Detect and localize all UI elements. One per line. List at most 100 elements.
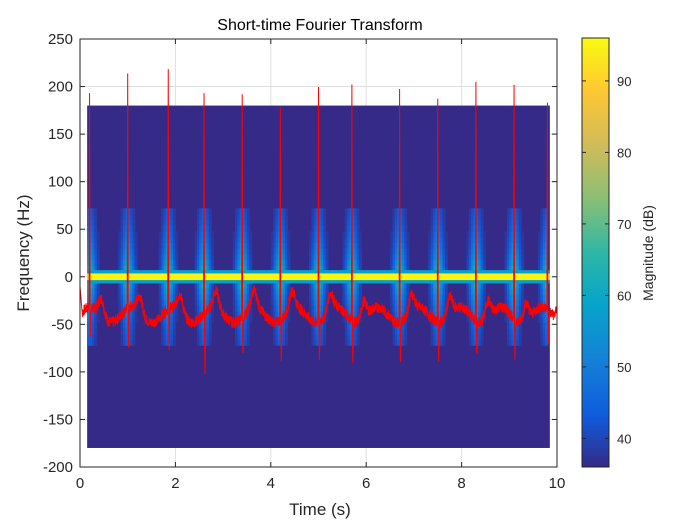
heatmap-cell bbox=[249, 265, 253, 272]
heatmap-cell bbox=[204, 288, 207, 295]
heatmap-cell bbox=[428, 293, 432, 301]
heatmap-cell bbox=[518, 299, 522, 306]
heatmap-cell bbox=[96, 259, 100, 266]
heatmap-cell bbox=[392, 208, 396, 215]
heatmap-cell bbox=[394, 253, 398, 261]
heatmap-cell bbox=[282, 282, 286, 289]
heatmap-cell bbox=[130, 339, 133, 346]
heatmap-cell bbox=[91, 282, 95, 289]
heatmap-cell bbox=[316, 236, 319, 244]
heatmap-cell bbox=[323, 253, 327, 261]
heatmap-cell bbox=[401, 293, 405, 301]
heatmap-cell bbox=[347, 299, 351, 306]
heatmap-cell bbox=[94, 293, 98, 301]
heatmap-cell bbox=[516, 214, 520, 221]
heatmap-cell bbox=[480, 225, 484, 232]
heatmap-cell bbox=[239, 236, 243, 244]
heatmap-cell bbox=[204, 208, 207, 215]
heatmap-cell bbox=[516, 288, 520, 295]
heatmap-cell bbox=[165, 322, 169, 329]
heatmap-cell bbox=[342, 293, 346, 301]
heatmap-cell bbox=[242, 242, 246, 249]
heatmap-cell bbox=[239, 265, 243, 272]
heatmap-cell bbox=[404, 265, 408, 272]
heatmap-cell bbox=[287, 311, 291, 318]
heatmap-cell bbox=[437, 242, 441, 249]
heatmap-cell bbox=[401, 208, 405, 215]
heatmap-cell bbox=[168, 299, 172, 306]
heatmap-cell bbox=[478, 236, 482, 244]
heatmap-cell bbox=[516, 236, 520, 244]
heatmap-cell bbox=[506, 248, 510, 255]
heatmap-cell bbox=[163, 225, 167, 232]
heatmap-cell bbox=[468, 305, 472, 312]
heatmap-cell bbox=[161, 299, 164, 306]
heatmap-cell bbox=[401, 214, 405, 221]
heatmap-cell bbox=[91, 339, 95, 346]
heatmap-cell bbox=[122, 282, 126, 289]
heatmap-cell bbox=[87, 248, 91, 255]
heatmap-cell bbox=[428, 253, 432, 261]
heatmap-cell bbox=[165, 253, 169, 261]
heatmap-cell bbox=[125, 219, 129, 226]
heatmap-cell bbox=[134, 311, 138, 318]
heatmap-cell bbox=[158, 282, 162, 289]
heatmap-cell bbox=[540, 242, 544, 249]
heatmap-cell bbox=[204, 225, 207, 232]
heatmap-cell bbox=[287, 231, 291, 238]
heatmap-cell bbox=[394, 242, 398, 249]
heatmap-cell bbox=[351, 231, 355, 238]
heatmap-cell bbox=[87, 225, 91, 232]
heatmap-cell bbox=[480, 231, 484, 238]
heatmap-cell bbox=[399, 242, 403, 249]
heatmap-cell bbox=[89, 225, 93, 232]
heatmap-cell bbox=[273, 305, 277, 312]
heatmap-cell bbox=[506, 328, 510, 335]
heatmap-cell bbox=[442, 225, 446, 232]
heatmap-cell bbox=[401, 248, 405, 255]
heatmap-cell bbox=[170, 328, 174, 335]
heatmap-cell bbox=[442, 305, 446, 312]
heatmap-cell bbox=[404, 322, 408, 329]
heatmap-cell bbox=[406, 242, 410, 249]
heatmap-cell bbox=[397, 282, 401, 289]
heatmap-cell bbox=[246, 236, 250, 244]
heatmap-cell bbox=[542, 339, 546, 346]
heatmap-cell bbox=[199, 339, 203, 346]
heatmap-cell bbox=[356, 333, 360, 341]
heatmap-cell bbox=[163, 214, 167, 221]
heatmap-cell bbox=[285, 208, 288, 215]
heatmap-cell bbox=[161, 259, 164, 266]
heatmap-cell bbox=[170, 282, 174, 289]
heatmap-cell bbox=[483, 236, 486, 244]
heatmap-cell bbox=[545, 236, 548, 244]
heatmap-cell bbox=[437, 316, 441, 323]
heatmap-cell bbox=[509, 288, 513, 295]
heatmap-cell bbox=[468, 333, 472, 341]
heatmap-cell bbox=[94, 322, 98, 329]
heatmap-cell bbox=[308, 259, 312, 266]
heatmap-cell bbox=[237, 328, 241, 335]
heatmap-cell bbox=[161, 282, 164, 289]
heatmap-cell bbox=[478, 253, 482, 261]
heatmap-cell bbox=[91, 311, 95, 318]
heatmap-cell bbox=[161, 242, 164, 249]
heatmap-cell bbox=[509, 293, 513, 301]
heatmap-cell bbox=[468, 231, 472, 238]
heatmap-cell bbox=[311, 322, 315, 329]
heatmap-cell bbox=[344, 299, 348, 306]
heatmap-cell bbox=[475, 253, 479, 261]
heatmap-cell bbox=[242, 248, 246, 255]
heatmap-cell bbox=[132, 236, 136, 244]
heatmap-cell bbox=[480, 219, 484, 226]
heatmap-cell bbox=[509, 248, 513, 255]
heatmap-cell bbox=[542, 231, 546, 238]
heatmap-cell bbox=[344, 219, 348, 226]
heatmap-cell bbox=[432, 288, 436, 295]
heatmap-cell bbox=[270, 305, 274, 312]
heatmap-cell bbox=[318, 208, 322, 215]
y-tick-label: -50 bbox=[51, 316, 73, 333]
heatmap-cell bbox=[516, 311, 520, 318]
heatmap-cell bbox=[542, 208, 546, 215]
heatmap-cell bbox=[239, 333, 243, 341]
